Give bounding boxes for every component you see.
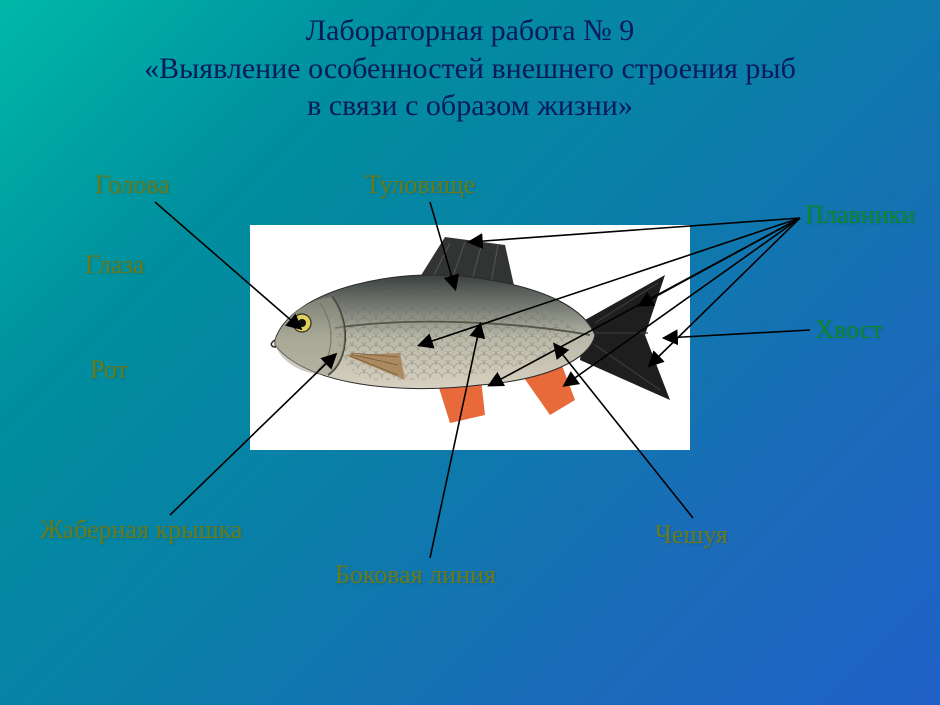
label-scales: Чешуя [655, 520, 728, 550]
title-line-3: в связи с образом жизни» [0, 87, 940, 125]
label-fins: Плавники [805, 200, 915, 230]
label-gill-cover: Жаберная крышка [40, 515, 242, 545]
label-lateral: Боковая линия [335, 560, 496, 590]
label-mouth: Рот [90, 355, 128, 385]
fish-image-box [250, 225, 690, 450]
title-block: Лабораторная работа № 9 «Выявление особе… [0, 0, 940, 125]
title-line-1: Лабораторная работа № 9 [0, 12, 940, 50]
label-eyes: Глаза [85, 250, 144, 280]
diagram-area: Голова Туловище Плавники Глаза Хвост Рот… [0, 170, 940, 670]
fish-illustration [250, 225, 690, 450]
title-line-2: «Выявление особенностей внешнего строени… [0, 50, 940, 88]
label-trunk: Туловище [365, 170, 475, 200]
label-head: Голова [95, 170, 170, 200]
label-tail: Хвост [815, 315, 882, 345]
